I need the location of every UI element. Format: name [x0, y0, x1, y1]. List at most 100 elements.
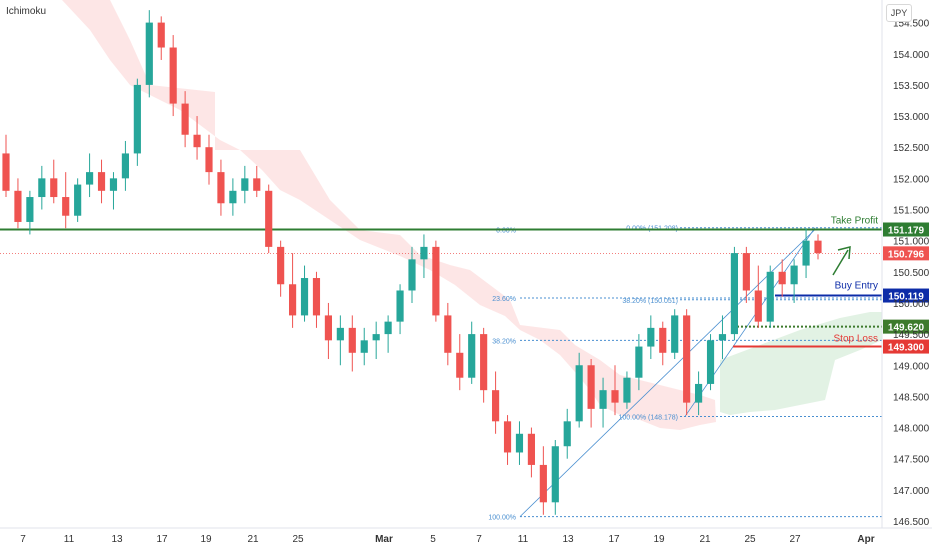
candle-body	[766, 271, 774, 322]
x-tick-label: 7	[476, 534, 482, 545]
candle-body	[396, 290, 404, 322]
candle-body	[26, 197, 34, 222]
y-tick-label: 150.500	[893, 268, 930, 279]
candle-body	[2, 153, 10, 191]
level-label: Buy Entry	[835, 281, 878, 292]
candle-body	[97, 172, 106, 191]
x-tick-label: 17	[156, 534, 168, 545]
candle-body	[50, 178, 58, 198]
candle-body	[38, 178, 46, 198]
y-tick-label: 152.000	[893, 174, 930, 185]
candle-body	[432, 246, 440, 316]
x-tick-label: 5	[430, 534, 436, 545]
candle-body	[265, 190, 273, 247]
candle-body	[456, 352, 464, 378]
candle-body	[217, 172, 225, 204]
candle-body	[492, 390, 500, 422]
fib-right-label: 38.20% (150.051)	[622, 298, 678, 305]
candle-body	[324, 315, 332, 341]
candle-body	[468, 334, 476, 378]
candle-body	[312, 278, 321, 316]
x-tick-label: 25	[292, 534, 304, 545]
y-tick-label: 149.500	[893, 330, 930, 341]
y-tick-label: 149.000	[893, 361, 930, 372]
candle-body	[229, 190, 237, 204]
level-price-text: 150.119	[888, 292, 924, 303]
y-tick-label: 154.500	[893, 19, 930, 30]
candle-body	[695, 383, 703, 403]
level-label: Take Profit	[831, 215, 878, 226]
candle-body	[611, 390, 619, 403]
candle-body	[623, 377, 631, 403]
y-tick-label: 147.000	[893, 486, 930, 497]
candle-body	[86, 172, 94, 185]
candle-body	[181, 103, 189, 135]
candle-body	[599, 390, 607, 409]
x-tick-label: 7	[20, 534, 26, 545]
level-price-tag	[883, 339, 929, 354]
candle-body	[253, 178, 261, 191]
candle-body	[277, 246, 285, 285]
candle-body	[289, 284, 297, 316]
y-tick-label: 154.000	[893, 50, 930, 61]
x-tick-label: 21	[699, 534, 711, 545]
candle-body	[551, 446, 559, 503]
candle-body	[706, 340, 715, 384]
candle-body	[420, 246, 428, 260]
candle-body	[683, 315, 691, 403]
x-tick-label: 17	[608, 534, 620, 545]
level-price-text: 149.300	[888, 343, 925, 354]
candle-body	[74, 184, 82, 216]
candle-body	[384, 321, 392, 335]
candle-body	[169, 47, 177, 104]
candle-body	[360, 340, 368, 353]
candle-body	[241, 178, 249, 191]
candle-body	[814, 240, 822, 254]
candle-body	[157, 22, 165, 48]
level-price-text: 151.179	[888, 225, 925, 236]
candle-body	[205, 147, 213, 173]
y-tick-label: 151.000	[893, 237, 930, 248]
candle-body	[300, 278, 309, 316]
target-arrow-head	[837, 246, 851, 260]
x-tick-label: 19	[200, 534, 212, 545]
candle-body	[742, 253, 750, 291]
candle-body	[444, 315, 452, 353]
currency-badge[interactable]: JPY	[886, 4, 912, 22]
x-tick-label: 21	[247, 534, 259, 545]
candle-body	[659, 327, 667, 353]
fib-left-label: 100.00%	[488, 515, 516, 522]
trade-annotations	[832, 246, 851, 276]
candle-body	[145, 22, 153, 85]
candle-body	[14, 190, 22, 222]
candle-body	[133, 84, 141, 154]
y-tick-label: 152.500	[893, 143, 930, 154]
x-tick-label: 27	[789, 534, 801, 545]
fib-right-label: 100.00% (148.178)	[618, 414, 678, 421]
candle-body	[671, 315, 679, 353]
candle-body	[527, 433, 535, 465]
candle-body	[336, 327, 344, 341]
candle-body	[718, 334, 727, 341]
indicator-label: Ichimoku	[6, 6, 47, 17]
fib-left-label: 38.20%	[492, 338, 516, 345]
bearish-cloud	[62, 0, 716, 430]
candle-body	[121, 153, 129, 179]
candle-body	[193, 134, 201, 148]
candle-body	[778, 271, 786, 285]
y-tick-label: 146.500	[893, 517, 930, 528]
fib-left-label: 0.00%	[496, 227, 516, 234]
level-price-tag	[883, 319, 929, 334]
ichimoku-cloud	[62, 0, 882, 430]
candlesticks	[2, 10, 822, 515]
x-tick-label: 25	[744, 534, 756, 545]
y-tick-label: 153.500	[893, 81, 930, 92]
candle-body	[563, 421, 571, 447]
candle-body	[62, 197, 70, 216]
candle-body	[754, 290, 762, 322]
bullish-cloud	[720, 312, 882, 415]
candle-body	[480, 334, 488, 391]
x-tick-label: Mar	[375, 534, 393, 545]
candle-body	[109, 178, 118, 191]
